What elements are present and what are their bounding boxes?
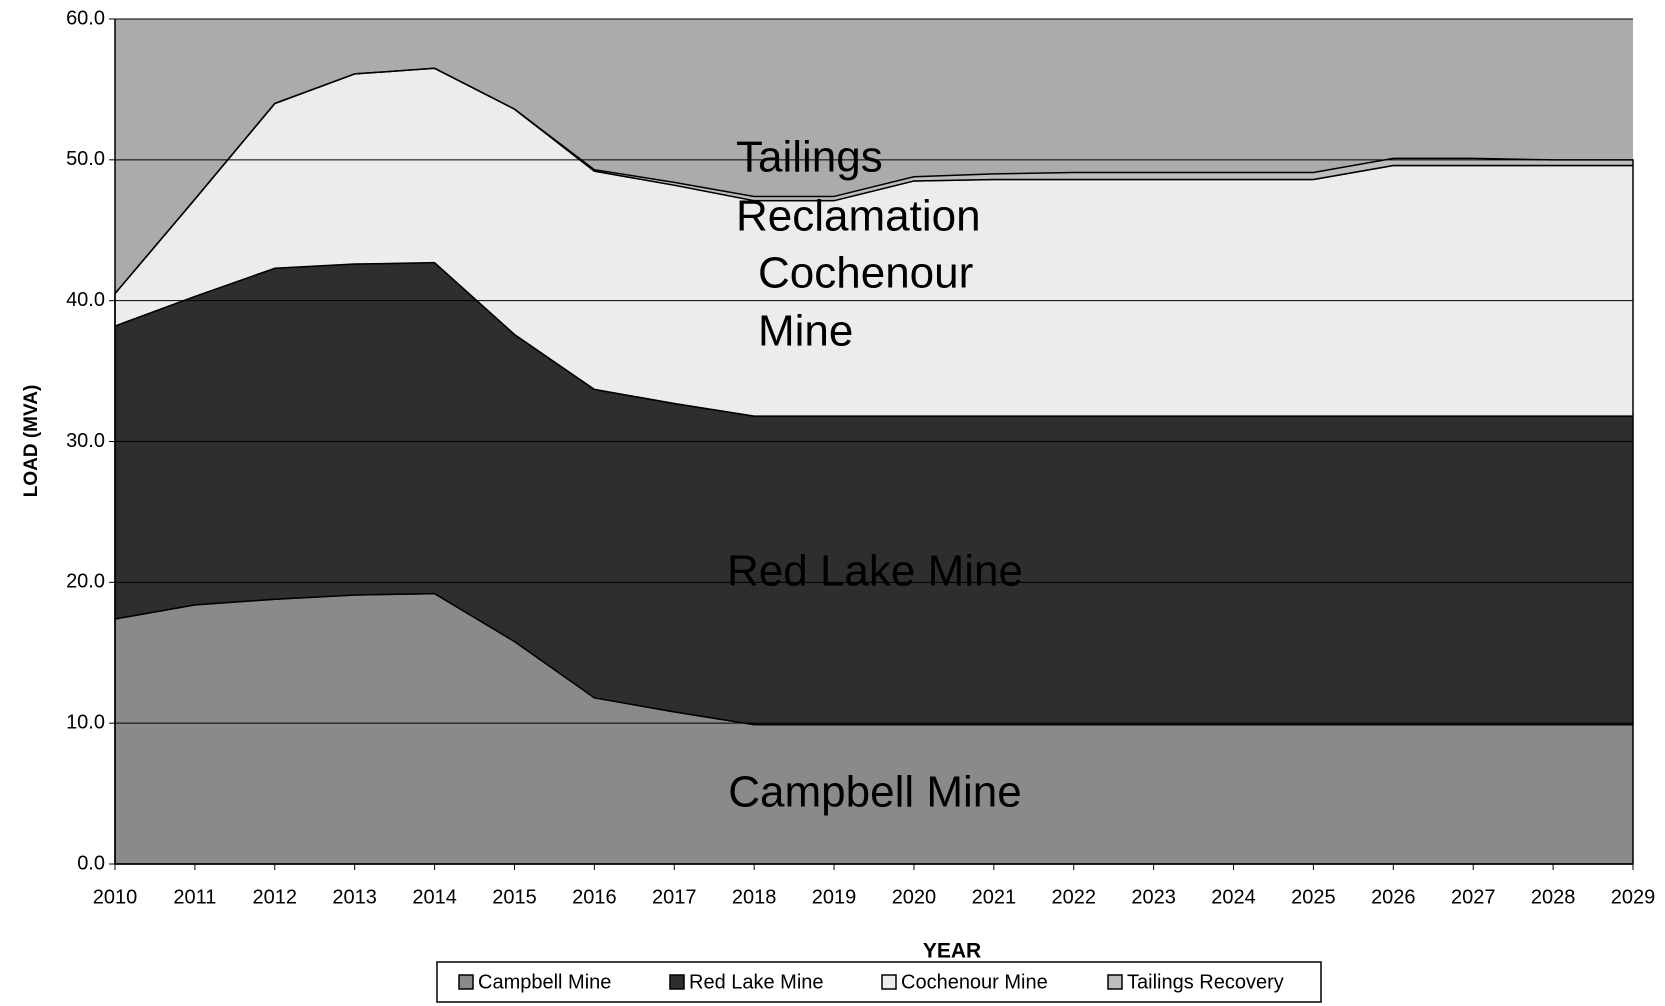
y-tick-label: 0.0 bbox=[77, 852, 105, 874]
annotation: Tailings bbox=[736, 133, 883, 182]
x-tick-label: 2012 bbox=[253, 886, 298, 908]
x-tick-label: 2010 bbox=[93, 886, 138, 908]
legend-label: Cochenour Mine bbox=[901, 971, 1048, 993]
x-tick-label: 2024 bbox=[1211, 886, 1256, 908]
annotation: Campbell Mine bbox=[728, 768, 1021, 817]
annotation: Red Lake Mine bbox=[727, 547, 1023, 596]
legend-swatch bbox=[669, 974, 685, 990]
x-tick-label: 2025 bbox=[1291, 886, 1336, 908]
y-axis-title: LOAD (MVA) bbox=[21, 385, 42, 498]
x-tick-label: 2028 bbox=[1531, 886, 1576, 908]
y-tick-label: 50.0 bbox=[66, 148, 105, 170]
x-axis-title: YEAR bbox=[923, 940, 981, 963]
x-tick-label: 2011 bbox=[173, 886, 216, 908]
x-tick-label: 2016 bbox=[572, 886, 617, 908]
legend-label: Tailings Recovery bbox=[1127, 971, 1284, 993]
x-tick-label: 2013 bbox=[332, 886, 377, 908]
y-tick-label: 60.0 bbox=[66, 7, 105, 29]
x-tick-label: 2014 bbox=[412, 886, 457, 908]
x-tick-label: 2017 bbox=[652, 886, 697, 908]
x-tick-label: 2015 bbox=[492, 886, 537, 908]
legend-box bbox=[436, 961, 1322, 1003]
area bbox=[114, 67, 1634, 295]
x-tick-label: 2027 bbox=[1451, 886, 1496, 908]
y-tick-label: 10.0 bbox=[66, 711, 105, 733]
x-tick-label: 2020 bbox=[892, 886, 937, 908]
x-tick-label: 2029 bbox=[1611, 886, 1656, 908]
y-tick-label: 40.0 bbox=[66, 289, 105, 311]
annotation: Mine bbox=[758, 307, 853, 356]
legend-label: Red Lake Mine bbox=[689, 971, 824, 993]
x-tick-label: 2019 bbox=[812, 886, 857, 908]
annotation: Reclamation bbox=[736, 192, 981, 241]
x-tick-label: 2021 bbox=[972, 886, 1017, 908]
legend-label: Campbell Mine bbox=[478, 971, 611, 993]
legend-swatch bbox=[1107, 974, 1123, 990]
legend-swatch bbox=[881, 974, 897, 990]
x-tick-label: 2026 bbox=[1371, 886, 1416, 908]
legend-swatch bbox=[458, 974, 474, 990]
x-tick-label: 2023 bbox=[1131, 886, 1176, 908]
x-tick-label: 2022 bbox=[1051, 886, 1096, 908]
y-tick-label: 30.0 bbox=[66, 430, 105, 452]
annotation: Cochenour bbox=[758, 249, 973, 298]
y-tick-label: 20.0 bbox=[66, 571, 105, 593]
x-tick-label: 2018 bbox=[732, 886, 777, 908]
